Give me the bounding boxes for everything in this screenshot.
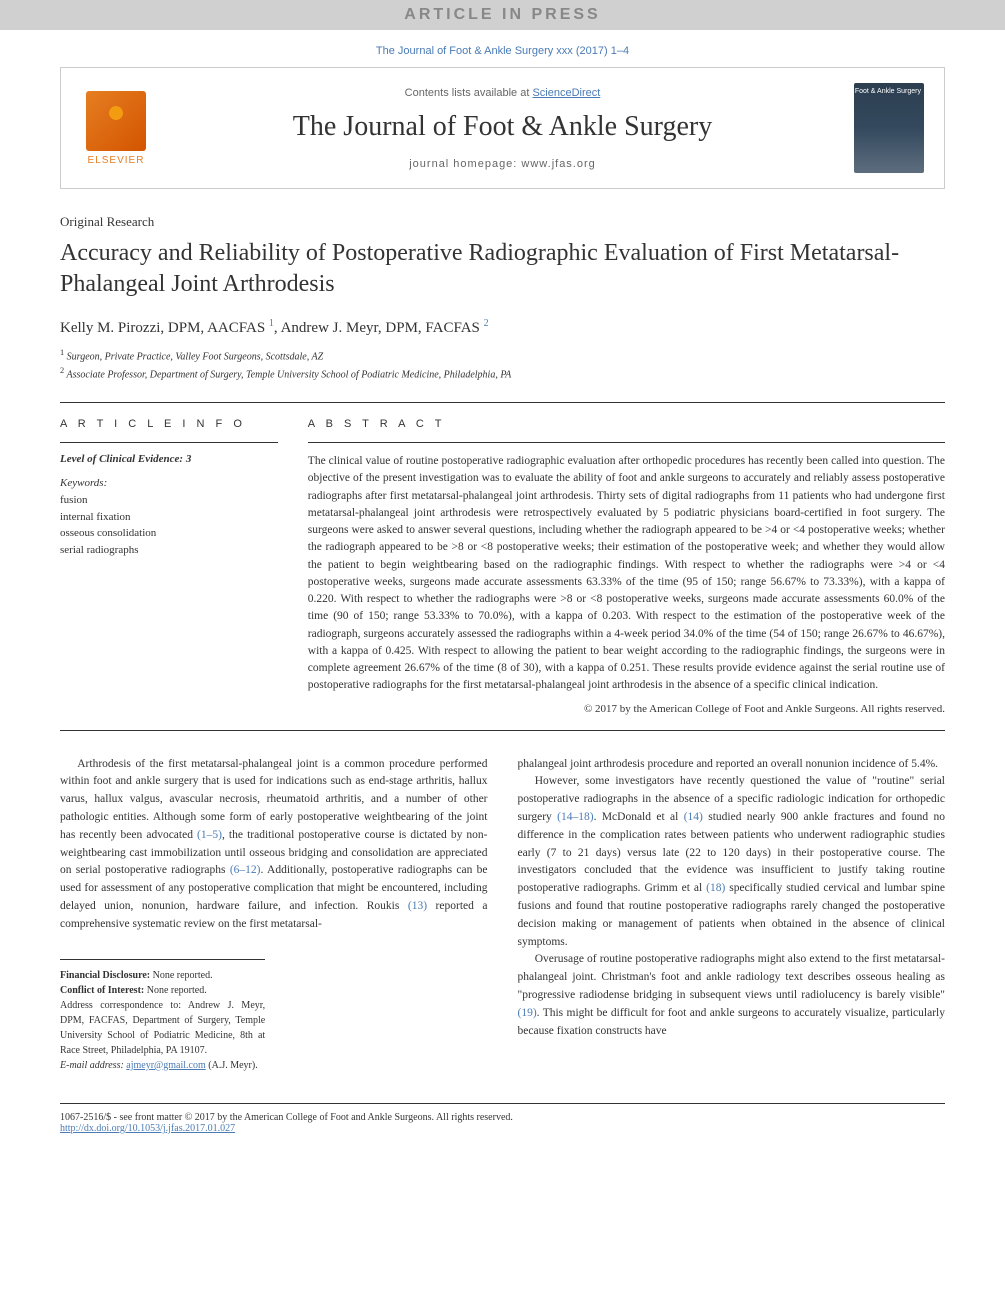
header-center: Contents lists available at ScienceDirec… <box>151 87 854 170</box>
article-info-column: A R T I C L E I N F O Level of Clinical … <box>60 418 308 715</box>
elsevier-tree-icon <box>86 91 146 151</box>
journal-name: The Journal of Foot & Ankle Surgery <box>151 111 854 143</box>
journal-header: ELSEVIER Contents lists available at Sci… <box>60 67 945 189</box>
affiliation-2: 2 Associate Professor, Department of Sur… <box>60 365 945 382</box>
keyword-item: serial radiographs <box>60 542 278 559</box>
keywords-list: fusion internal fixation osseous consoli… <box>60 492 278 558</box>
keyword-item: fusion <box>60 492 278 509</box>
doi-link[interactable]: http://dx.doi.org/10.1053/j.jfas.2017.01… <box>60 1123 235 1134</box>
affiliations: 1 Surgeon, Private Practice, Valley Foot… <box>60 347 945 382</box>
body-text-columns: Arthrodesis of the first metatarsal-phal… <box>60 756 945 1073</box>
body-paragraph: However, some investigators have recentl… <box>518 773 946 951</box>
elsevier-logo[interactable]: ELSEVIER <box>81 83 151 173</box>
body-right-column: phalangeal joint arthrodesis procedure a… <box>518 756 946 1073</box>
evidence-level: Level of Clinical Evidence: 3 <box>60 453 278 465</box>
body-paragraph: Overusage of routine postoperative radio… <box>518 951 946 1040</box>
footnotes-block: Financial Disclosure: None reported. Con… <box>60 959 265 1073</box>
conflict-of-interest: Conflict of Interest: None reported. <box>60 983 265 998</box>
abstract-column: A B S T R A C T The clinical value of ro… <box>308 418 945 715</box>
abstract-heading: A B S T R A C T <box>308 418 945 430</box>
contents-list-line: Contents lists available at ScienceDirec… <box>151 87 854 99</box>
abstract-copyright: © 2017 by the American College of Foot a… <box>308 703 945 715</box>
affiliation-1: 1 Surgeon, Private Practice, Valley Foot… <box>60 347 945 364</box>
page-footer: 1067-2516/$ - see front matter © 2017 by… <box>0 1073 1005 1164</box>
article-in-press-banner: ARTICLE IN PRESS <box>0 0 1005 30</box>
keyword-item: osseous consolidation <box>60 525 278 542</box>
body-paragraph: phalangeal joint arthrodesis procedure a… <box>518 756 946 774</box>
authors-line: Kelly M. Pirozzi, DPM, AACFAS 1, Andrew … <box>60 318 945 337</box>
abstract-text: The clinical value of routine postoperat… <box>308 453 945 695</box>
issn-line: 1067-2516/$ - see front matter © 2017 by… <box>60 1112 945 1123</box>
keyword-item: internal fixation <box>60 509 278 526</box>
body-left-column: Arthrodesis of the first metatarsal-phal… <box>60 756 488 1073</box>
body-paragraph: Arthrodesis of the first metatarsal-phal… <box>60 756 488 934</box>
contents-prefix: Contents lists available at <box>405 87 533 99</box>
elsevier-label: ELSEVIER <box>88 155 145 166</box>
sciencedirect-link[interactable]: ScienceDirect <box>532 87 600 99</box>
financial-disclosure: Financial Disclosure: None reported. <box>60 968 265 983</box>
email-line: E-mail address: ajmeyr@gmail.com (A.J. M… <box>60 1058 265 1073</box>
citation-line: The Journal of Foot & Ankle Surgery xxx … <box>0 30 1005 67</box>
correspondence-address: Address correspondence to: Andrew J. Mey… <box>60 998 265 1058</box>
email-link[interactable]: ajmeyr@gmail.com <box>126 1060 205 1071</box>
keywords-label: Keywords: <box>60 477 278 489</box>
article-title: Accuracy and Reliability of Postoperativ… <box>60 238 945 300</box>
article-type: Original Research <box>60 214 945 230</box>
journal-cover-thumbnail[interactable] <box>854 83 924 173</box>
info-abstract-row: A R T I C L E I N F O Level of Clinical … <box>60 402 945 731</box>
article-info-heading: A R T I C L E I N F O <box>60 418 278 430</box>
journal-homepage: journal homepage: www.jfas.org <box>151 158 854 170</box>
